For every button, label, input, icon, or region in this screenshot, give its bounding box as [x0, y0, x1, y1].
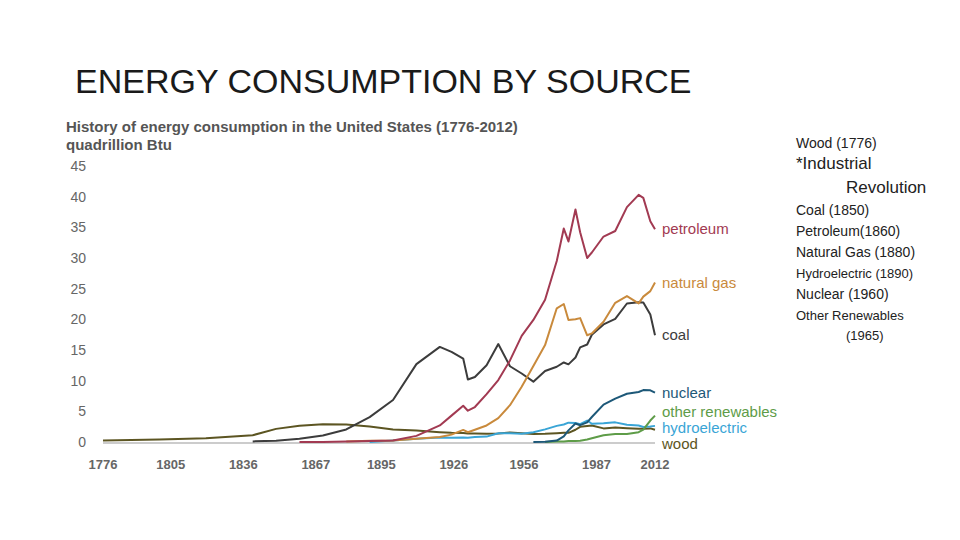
- annotation-line: Revolution: [846, 178, 926, 197]
- annotation: Natural Gas (1880): [796, 244, 915, 260]
- lines: [103, 195, 655, 442]
- x-tick-label: 1776: [89, 457, 118, 472]
- annotation-line: *Industrial: [796, 154, 872, 173]
- annotation-line: (1965): [846, 328, 884, 343]
- page: {"slide": {"title": "ENERGY CONSUMPTION …: [0, 0, 960, 540]
- chart-title: History of energy consumption in the Uni…: [66, 118, 518, 135]
- x-tick-label: 1805: [156, 457, 185, 472]
- y-tick-label: 25: [70, 281, 86, 297]
- x-tick-label: 1895: [367, 457, 396, 472]
- x-tick-label: 1867: [301, 457, 330, 472]
- x-axis-line: [103, 443, 655, 444]
- series-line: [299, 195, 655, 442]
- series-label: natural gas: [662, 274, 736, 291]
- y-tick-label: 45: [70, 158, 86, 174]
- annotation-line: Other Renewables: [796, 308, 904, 323]
- series-line: [346, 283, 655, 442]
- x-tick-label: 1987: [582, 457, 611, 472]
- annotation: Coal (1850): [796, 202, 869, 218]
- series-label: coal: [662, 326, 690, 343]
- y-axis-label: quadrillion Btu: [66, 136, 172, 153]
- x-tick-label: 2012: [641, 457, 670, 472]
- slide: ENERGY CONSUMPTION BY SOURCE History of e…: [0, 0, 960, 540]
- y-tick-label: 0: [78, 434, 86, 450]
- slide-title: ENERGY CONSUMPTION BY SOURCE: [75, 62, 692, 100]
- annotation: Other Renewables (1965): [796, 308, 904, 343]
- x-tick-label: 1836: [229, 457, 258, 472]
- y-tick-label: 5: [78, 403, 86, 419]
- y-tick-label: 10: [70, 373, 86, 389]
- annotation: Petroleum(1860): [796, 223, 900, 239]
- annotation: *Industrial Revolution: [796, 154, 926, 197]
- x-tick-label: 1956: [510, 457, 539, 472]
- annotation: Wood (1776): [796, 135, 877, 151]
- y-tick-label: 15: [70, 342, 86, 358]
- x-tick-label: 1926: [439, 457, 468, 472]
- annotation: Nuclear (1960): [796, 286, 889, 302]
- annotation: Hydroelectric (1890): [796, 266, 913, 281]
- series-label: wood: [661, 435, 698, 452]
- series-label: hydroelectric: [662, 419, 748, 436]
- y-tick-label: 35: [70, 219, 86, 235]
- series-label: nuclear: [662, 384, 711, 401]
- series-label: petroleum: [662, 220, 729, 237]
- y-tick-label: 30: [70, 250, 86, 266]
- series-label: other renewables: [662, 403, 777, 420]
- y-tick-label: 40: [70, 189, 86, 205]
- series-line: [533, 390, 655, 442]
- y-tick-label: 20: [70, 311, 86, 327]
- series-line: [253, 302, 655, 441]
